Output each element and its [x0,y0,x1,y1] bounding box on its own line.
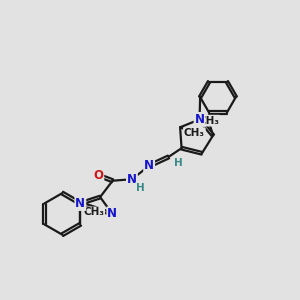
Text: N: N [127,173,137,186]
Text: H: H [136,183,145,193]
Text: O: O [93,169,103,182]
Text: CH₃: CH₃ [198,116,219,126]
Text: CH₃: CH₃ [83,207,104,218]
Text: N: N [144,159,154,172]
Text: N: N [107,207,117,220]
Text: N: N [195,113,205,126]
Text: N: N [75,197,85,210]
Text: H: H [174,158,182,168]
Text: CH₃: CH₃ [184,128,205,138]
